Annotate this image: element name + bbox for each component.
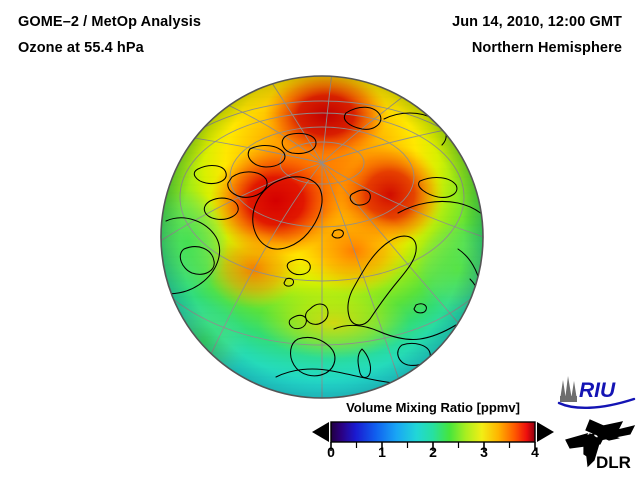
colorbar-tick-label: 4: [531, 444, 539, 460]
page-title: GOME–2 / MetOp Analysis: [18, 14, 202, 30]
dlr-wordmark: DLR: [596, 453, 631, 472]
colorbar-tick-label: 2: [429, 444, 437, 460]
region-label: Northern Hemisphere: [471, 40, 622, 56]
colorbar: Volume Mixing Ratio [ppmv] 0 1 2 3 4: [310, 400, 556, 472]
ozone-field: [161, 76, 483, 398]
colorbar-ticks: [330, 442, 536, 451]
colorbar-gradient-bar: [330, 421, 536, 443]
riu-tower-icon: [560, 376, 577, 402]
riu-logo: RIU: [556, 374, 636, 410]
colorbar-scale: [312, 421, 554, 451]
colorbar-min-arrow: [312, 422, 329, 442]
colorbar-tick-label: 3: [480, 444, 488, 460]
riu-wordmark: RIU: [579, 379, 616, 402]
colorbar-max-arrow: [537, 422, 554, 442]
riu-swoosh-icon: [557, 397, 636, 410]
colorbar-tick-label: 1: [378, 444, 386, 460]
dlr-logo: DLR: [560, 414, 638, 472]
page-subtitle: Ozone at 55.4 hPa: [18, 40, 144, 56]
dlr-mark-icon: [565, 419, 636, 468]
timestamp-label: Jun 14, 2010, 12:00 GMT: [452, 14, 622, 30]
globe-map: [158, 73, 486, 401]
colorbar-tick-label: 0: [327, 444, 335, 460]
globe-outline: [160, 75, 484, 399]
colorbar-title: Volume Mixing Ratio [ppmv]: [346, 400, 520, 415]
